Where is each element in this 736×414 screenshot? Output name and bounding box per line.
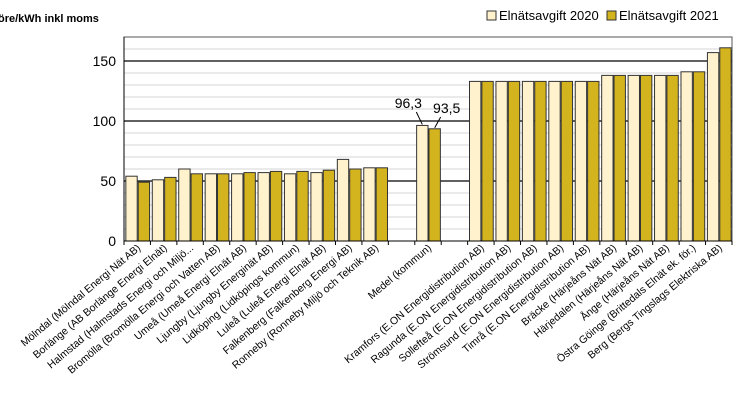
bar-2021 <box>190 173 203 242</box>
bar-2020 <box>178 168 191 242</box>
bar-2021 <box>349 168 362 242</box>
bar-2021 <box>296 170 309 242</box>
bar-2020 <box>336 158 350 242</box>
bar-2021 <box>719 47 732 242</box>
bar-2020 <box>416 124 429 242</box>
bar-2021 <box>692 71 706 242</box>
y-tick-label: 100 <box>93 113 117 129</box>
bar-2020 <box>548 80 561 242</box>
bar-2020 <box>231 173 244 242</box>
y-axis-label: öre/kWh inkl moms <box>0 13 99 25</box>
data-label: 96,3 <box>395 95 422 111</box>
bar-2020 <box>521 80 535 242</box>
bar-2021 <box>269 170 283 242</box>
y-tick-label: 150 <box>93 53 117 69</box>
bar-2021 <box>164 176 177 242</box>
bar-2020 <box>627 74 640 242</box>
bar-2020 <box>706 52 720 242</box>
bar-2020 <box>310 172 323 242</box>
legend-swatch-2020 <box>486 10 497 21</box>
bar-2021 <box>613 74 626 242</box>
bar-2020 <box>125 175 138 242</box>
legend-swatch-2021 <box>606 10 617 21</box>
legend: Elnätsavgift 2020 Elnätsavgift 2021 <box>486 8 719 23</box>
bar-2021 <box>137 181 151 242</box>
legend-label-2021: Elnätsavgift 2021 <box>619 8 719 23</box>
bar-2021 <box>322 169 336 242</box>
legend-label-2020: Elnätsavgift 2020 <box>499 8 599 23</box>
bar-2020 <box>680 71 693 242</box>
bar-2021 <box>375 167 388 242</box>
bar-2021 <box>587 80 600 242</box>
bar-2020 <box>204 173 218 242</box>
bar-2021 <box>534 80 547 242</box>
y-tick-label: 0 <box>108 233 116 249</box>
bar-2020 <box>601 74 614 242</box>
bar-2020 <box>151 179 165 242</box>
bar-2020 <box>495 80 508 242</box>
data-label: 93,5 <box>433 100 460 116</box>
bar-2020 <box>469 80 482 242</box>
bar-2020 <box>283 173 297 242</box>
bar-2021 <box>243 172 256 242</box>
bar-2021 <box>217 173 230 242</box>
bar-2020 <box>654 74 667 242</box>
bar-2021 <box>639 74 653 242</box>
data-label-leader <box>415 111 423 125</box>
bar-2020 <box>574 80 588 242</box>
bar-2020 <box>257 172 270 242</box>
data-label-leader <box>434 116 442 129</box>
bar-2021 <box>666 74 679 242</box>
bar-2021 <box>481 80 494 242</box>
bar-2021 <box>507 80 521 242</box>
bar-2021 <box>560 80 574 242</box>
bar-2021 <box>428 128 441 242</box>
y-tick-label: 50 <box>100 173 116 189</box>
bar-2020 <box>363 167 376 242</box>
